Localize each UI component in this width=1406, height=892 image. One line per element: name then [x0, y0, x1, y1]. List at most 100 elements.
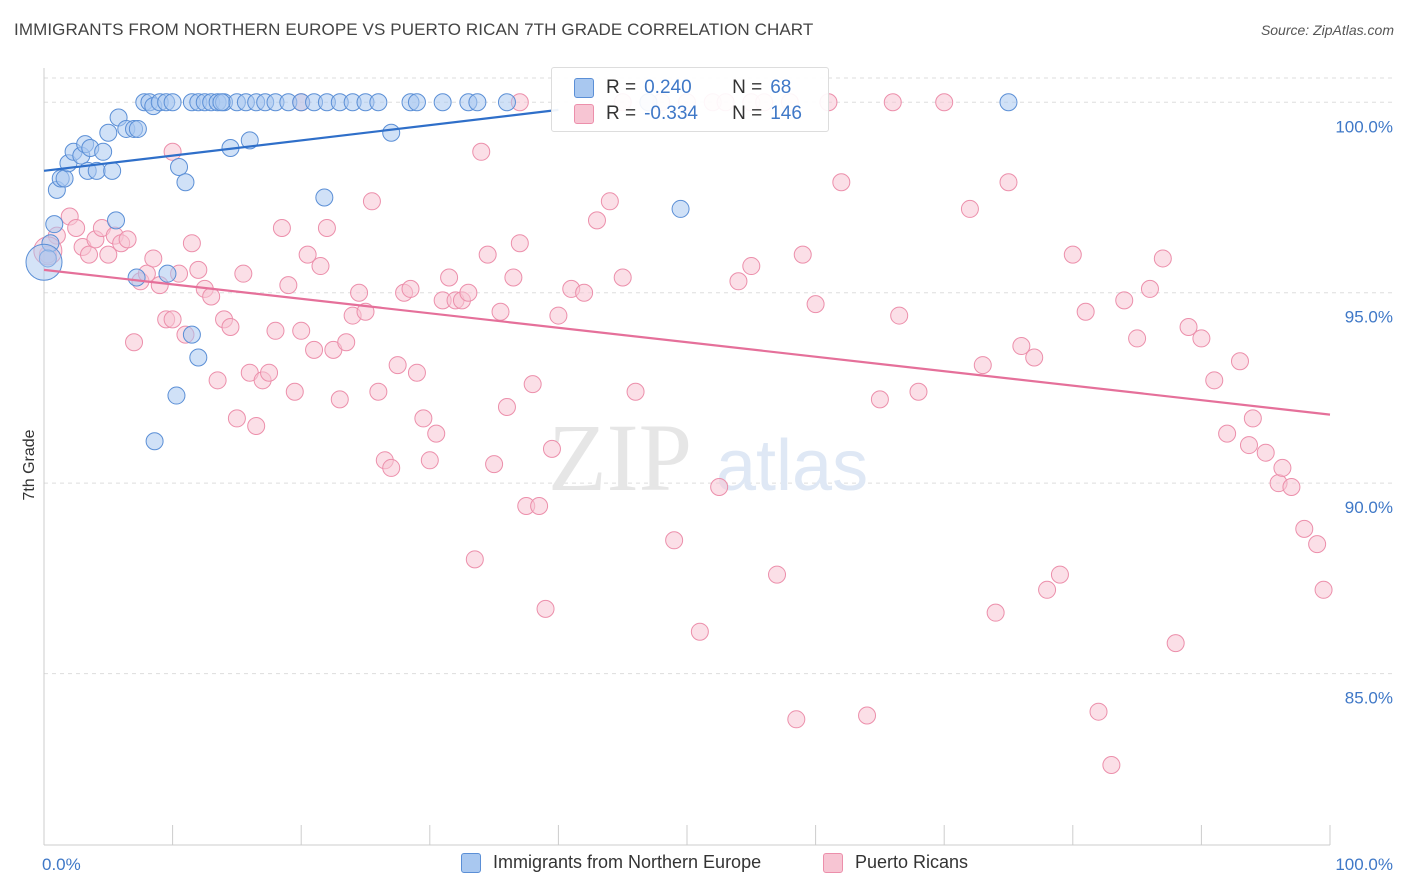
legend-item-northern-europe[interactable]: Immigrants from Northern Europe — [461, 852, 761, 873]
data-point — [530, 497, 549, 516]
data-point — [1089, 702, 1108, 721]
data-point — [497, 93, 516, 112]
data-point — [234, 264, 253, 283]
legend-swatch-pink — [574, 104, 594, 124]
data-point — [350, 283, 369, 302]
data-point — [986, 603, 1005, 622]
legend-label-northern-europe: Immigrants from Northern Europe — [493, 852, 762, 872]
data-point — [1102, 756, 1121, 775]
trend-line-puerto-ricans — [43, 268, 1331, 416]
data-point — [478, 245, 497, 264]
legend-swatch-pink — [823, 852, 843, 873]
axes — [43, 68, 1331, 846]
data-point — [99, 245, 118, 264]
data-point — [742, 257, 761, 276]
data-point — [536, 599, 555, 618]
data-point — [25, 243, 63, 281]
data-point — [158, 264, 177, 283]
data-point — [1012, 337, 1031, 356]
data-point — [315, 188, 334, 207]
data-point — [960, 199, 979, 218]
data-point — [973, 356, 992, 375]
data-point — [870, 390, 889, 409]
data-point — [388, 356, 407, 375]
legend-item-puerto-ricans[interactable]: Puerto Ricans — [823, 852, 968, 873]
data-point — [1282, 477, 1301, 496]
data-point — [1025, 348, 1044, 367]
data-point — [163, 93, 182, 112]
data-point — [189, 348, 208, 367]
data-point — [272, 218, 291, 237]
data-point — [600, 192, 619, 211]
x-tick-label: 100.0% — [1335, 855, 1393, 874]
legend-row-pink: R = -0.334 N = 146 — [574, 102, 802, 126]
data-point — [176, 173, 195, 192]
x-tick-label: 0.0% — [42, 855, 81, 874]
watermark: ZIP atlas — [548, 404, 868, 511]
data-point — [145, 432, 164, 451]
data-point — [163, 310, 182, 329]
data-point — [94, 142, 113, 161]
data-point — [729, 272, 748, 291]
data-point — [1273, 458, 1292, 477]
data-point — [787, 710, 806, 729]
data-point — [401, 279, 420, 298]
data-point — [247, 417, 266, 436]
data-point — [710, 477, 729, 496]
data-point — [665, 531, 684, 550]
data-point — [1063, 245, 1082, 264]
data-point — [285, 382, 304, 401]
legend-label-puerto-ricans: Puerto Ricans — [855, 852, 969, 872]
y-tick-label: 85.0% — [1345, 689, 1393, 708]
data-point — [465, 550, 484, 569]
data-point — [182, 325, 201, 344]
data-point — [55, 169, 74, 188]
data-point — [613, 268, 632, 287]
data-point — [497, 397, 516, 416]
data-point — [382, 458, 401, 477]
data-point — [221, 318, 240, 336]
data-point — [1140, 279, 1159, 298]
data-point — [182, 234, 201, 253]
legend-r-label: R = — [606, 103, 637, 124]
data-point — [510, 234, 529, 253]
data-point — [311, 257, 330, 276]
data-point — [468, 93, 487, 112]
data-point — [369, 382, 388, 401]
data-point — [671, 199, 690, 218]
data-point — [317, 218, 336, 237]
data-point — [212, 93, 231, 112]
data-point — [292, 321, 311, 340]
data-point — [107, 211, 126, 230]
data-point — [1128, 329, 1147, 348]
data-point — [45, 215, 64, 234]
data-point — [587, 211, 606, 230]
data-point — [858, 706, 877, 725]
data-point — [1166, 634, 1185, 653]
data-point — [414, 409, 433, 428]
legend-swatch-blue — [461, 852, 481, 873]
data-point — [1192, 329, 1211, 348]
legend-r-value: -0.334 — [644, 103, 698, 124]
data-point — [118, 230, 137, 249]
data-point — [523, 375, 542, 394]
data-point — [128, 119, 147, 138]
data-point — [549, 306, 568, 325]
tick-labels: 100.0% 95.0% 90.0% 85.0% 0.0% 100.0% — [42, 117, 1393, 874]
legend-row-blue: R = 0.240 N = 68 — [574, 76, 791, 100]
data-point — [1038, 580, 1057, 599]
data-point — [999, 93, 1018, 112]
data-point — [103, 161, 122, 180]
data-point — [999, 173, 1018, 192]
data-point — [337, 333, 356, 352]
data-point — [485, 455, 504, 474]
source-label: Source: ZipAtlas.com — [1260, 22, 1394, 38]
legend-n-value: 146 — [770, 103, 802, 124]
y-tick-label: 95.0% — [1345, 308, 1393, 327]
data-point — [1153, 249, 1172, 268]
data-point — [189, 260, 208, 279]
data-point — [1205, 371, 1224, 390]
data-point — [1239, 436, 1258, 455]
watermark-zip: ZIP — [548, 404, 692, 511]
y-tick-label: 100.0% — [1335, 117, 1393, 136]
